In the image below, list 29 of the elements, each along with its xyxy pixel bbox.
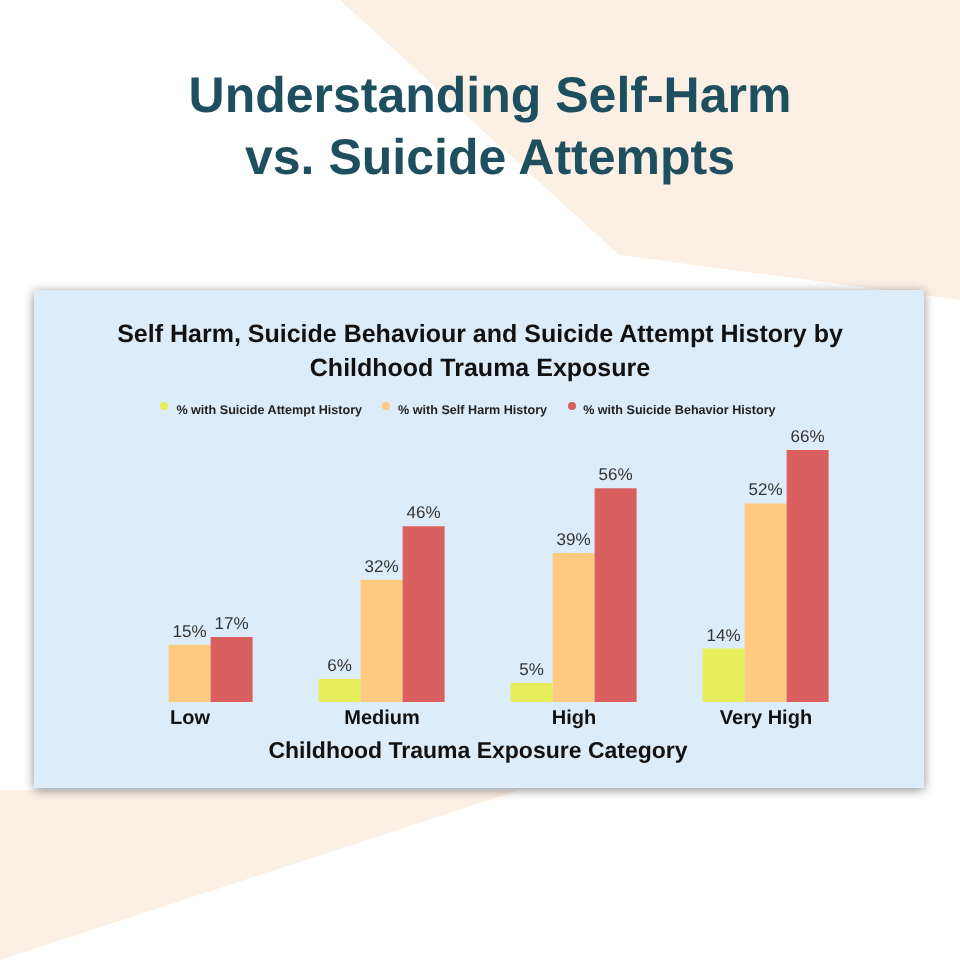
data-label: 56% — [598, 464, 634, 485]
x-tick-label: Low — [170, 708, 211, 731]
data-label: 15% — [172, 620, 208, 641]
data-label: 46% — [406, 502, 442, 523]
data-label: 66% — [790, 426, 826, 446]
x-axis-title: Childhood Trauma Exposure Category — [268, 740, 689, 764]
data-label: 6% — [327, 655, 353, 676]
data-label: 5% — [519, 658, 545, 679]
bar — [786, 450, 829, 702]
chart-title: Understanding Self-Harm vs. Suicide Attempts — [186, 66, 794, 190]
bar — [594, 488, 637, 702]
bar — [210, 637, 253, 702]
bar — [318, 679, 361, 702]
bar — [510, 682, 553, 702]
bar — [552, 553, 595, 702]
x-tick-label: Very High — [719, 708, 813, 731]
data-label: 32% — [364, 555, 400, 576]
chart-subtitle: Self Harm, Suicide Behaviour and Suicide Attempt History by Childhood Trauma Exposure — [115, 318, 845, 386]
data-label: 39% — [556, 529, 592, 550]
data-label: 52% — [748, 479, 784, 500]
x-tick-label: Medium — [344, 708, 420, 731]
data-label: 17% — [214, 613, 250, 634]
bar — [168, 644, 211, 702]
bar — [402, 526, 445, 702]
x-tick-label: High — [551, 708, 597, 731]
bar — [360, 579, 403, 702]
bar — [744, 503, 787, 702]
data-label: 14% — [706, 624, 742, 645]
bar — [702, 648, 745, 702]
